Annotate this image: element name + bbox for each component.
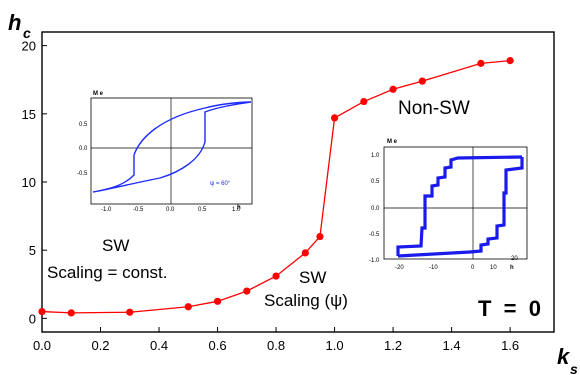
x-axis-label: k xyxy=(557,344,571,369)
inset-left-ytick: -0.5 xyxy=(77,171,88,177)
inset-left-xtick: 0.0 xyxy=(166,207,175,213)
x-tick-label: 1.0 xyxy=(326,338,344,353)
y-tick-label: 5 xyxy=(29,243,36,258)
inset-left-xlabel: h xyxy=(237,205,241,211)
inset-left-xtick: 0.5 xyxy=(198,207,207,213)
data-point xyxy=(301,249,309,257)
y-ticks: 0 5 10 15 20 xyxy=(22,39,47,326)
annotation-sw-const-title: SW xyxy=(102,236,129,255)
annotation-temperature: T = 0 xyxy=(478,296,541,321)
data-point xyxy=(126,308,134,316)
inset-right-ytick: -0.5 xyxy=(369,232,380,238)
inset-left-xtick: -1.0 xyxy=(101,207,112,213)
inset-left: M e h ψ = 60° -1.0 -0.5 0.0 0.5 1.0 -0.5… xyxy=(77,91,253,213)
inset-left-xtick: -0.5 xyxy=(133,207,144,213)
data-point xyxy=(477,59,485,67)
y-tick-label: 20 xyxy=(22,39,36,54)
data-point xyxy=(360,97,368,106)
y-tick-label: 10 xyxy=(22,175,36,190)
inset-right-ytick: 0.5 xyxy=(371,179,380,185)
x-tick-label: 0.4 xyxy=(150,338,168,353)
y-tick-label: 0 xyxy=(29,311,36,326)
x-ticks: 0.0 0.2 0.4 0.6 0.8 1.0 1.2 1.4 1.6 xyxy=(33,327,519,353)
data-point xyxy=(67,309,75,317)
x-tick-label: 1.4 xyxy=(443,338,461,353)
inset-right-ytick: -1.0 xyxy=(369,258,380,264)
inset-left-legend: ψ = 60° xyxy=(210,181,231,187)
x-axis-label-sub: s xyxy=(570,361,578,375)
data-point xyxy=(243,287,251,295)
series-group xyxy=(38,57,514,317)
data-point xyxy=(316,232,324,241)
annotation-sw-psi-title: SW xyxy=(299,268,326,287)
inset-left-ytick: 0.5 xyxy=(79,122,88,128)
inset-right-loop-lower xyxy=(397,157,524,258)
inset-right-xtick: 20 xyxy=(511,256,518,262)
inset-right: M e h -20 -10 0 10 20 -1.0 -0.5 0.0 0.5 … xyxy=(369,139,528,271)
data-point xyxy=(213,297,222,305)
y-tick-label: 15 xyxy=(22,107,36,122)
inset-right-loop-upper xyxy=(396,155,523,256)
data-point xyxy=(506,57,514,65)
x-tick-label: 0.8 xyxy=(267,338,285,353)
x-tick-label: 1.6 xyxy=(501,338,519,353)
inset-right-ytick: 0.0 xyxy=(371,206,380,212)
y-axis-label-sub: c xyxy=(23,25,31,41)
inset-right-xtick: 10 xyxy=(490,265,497,271)
inset-right-ylabel: M e xyxy=(387,139,398,145)
data-point xyxy=(418,77,426,85)
inset-right-xtick: -10 xyxy=(429,265,438,271)
inset-left-loop xyxy=(92,101,252,193)
inset-right-xtick: 0 xyxy=(471,265,475,271)
annotation-sw-psi-label: Scaling (ψ) xyxy=(264,291,348,310)
inset-left-ytick: 0.0 xyxy=(79,146,88,152)
annotation-sw-const-label: Scaling = const. xyxy=(47,263,168,282)
y-axis-label: h xyxy=(8,10,21,35)
x-tick-label: 0.6 xyxy=(209,338,227,353)
data-point xyxy=(38,307,46,316)
data-point xyxy=(272,272,280,280)
inset-right-xlabel: h xyxy=(510,265,514,271)
inset-right-xtick: -20 xyxy=(395,265,404,271)
inset-right-ytick: 1.0 xyxy=(371,153,380,159)
x-tick-label: 1.2 xyxy=(384,338,402,353)
x-tick-label: 0.2 xyxy=(91,338,109,353)
inset-left-xtick: 1.0 xyxy=(232,207,241,213)
data-point xyxy=(184,303,192,311)
data-point xyxy=(389,85,397,93)
annotation-non-sw: Non-SW xyxy=(398,98,470,119)
inset-left-ylabel: M e xyxy=(93,91,104,97)
x-tick-label: 0.0 xyxy=(33,338,51,353)
data-point xyxy=(330,114,339,122)
